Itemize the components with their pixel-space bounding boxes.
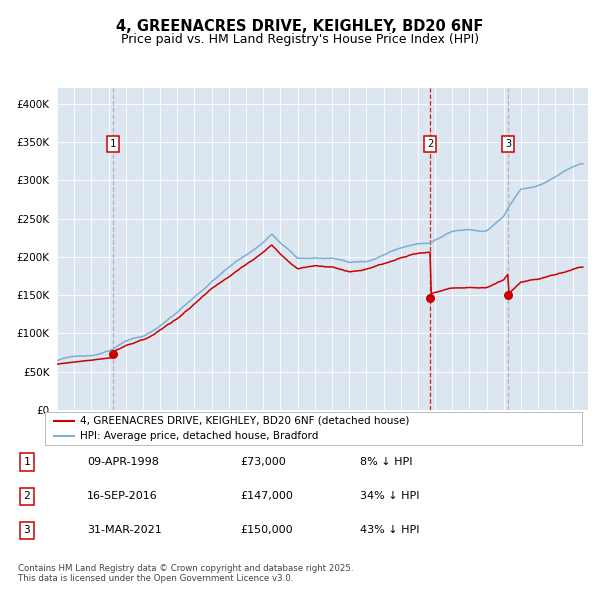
Text: 1: 1 [23,457,31,467]
Text: 31-MAR-2021: 31-MAR-2021 [87,526,162,535]
Text: 8% ↓ HPI: 8% ↓ HPI [360,457,413,467]
Text: HPI: Average price, detached house, Bradford: HPI: Average price, detached house, Brad… [80,431,318,441]
Text: 3: 3 [505,139,511,149]
Text: 2: 2 [23,491,31,501]
Text: 16-SEP-2016: 16-SEP-2016 [87,491,158,501]
Text: 4, GREENACRES DRIVE, KEIGHLEY, BD20 6NF: 4, GREENACRES DRIVE, KEIGHLEY, BD20 6NF [116,19,484,34]
Text: 3: 3 [23,526,31,535]
Text: 2: 2 [427,139,433,149]
Text: 34% ↓ HPI: 34% ↓ HPI [360,491,419,501]
Text: 43% ↓ HPI: 43% ↓ HPI [360,526,419,535]
Text: 09-APR-1998: 09-APR-1998 [87,457,159,467]
Text: Price paid vs. HM Land Registry's House Price Index (HPI): Price paid vs. HM Land Registry's House … [121,33,479,46]
Text: £73,000: £73,000 [240,457,286,467]
Text: 1: 1 [110,139,116,149]
Text: £150,000: £150,000 [240,526,293,535]
Text: Contains HM Land Registry data © Crown copyright and database right 2025.
This d: Contains HM Land Registry data © Crown c… [18,563,353,583]
Text: £147,000: £147,000 [240,491,293,501]
Text: 4, GREENACRES DRIVE, KEIGHLEY, BD20 6NF (detached house): 4, GREENACRES DRIVE, KEIGHLEY, BD20 6NF … [80,416,409,426]
